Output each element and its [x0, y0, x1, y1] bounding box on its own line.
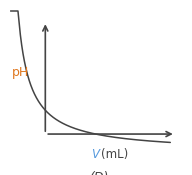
Text: V: V	[91, 148, 99, 162]
Text: (mL): (mL)	[101, 148, 128, 162]
Text: pH: pH	[12, 66, 29, 79]
Text: (D): (D)	[89, 171, 108, 175]
